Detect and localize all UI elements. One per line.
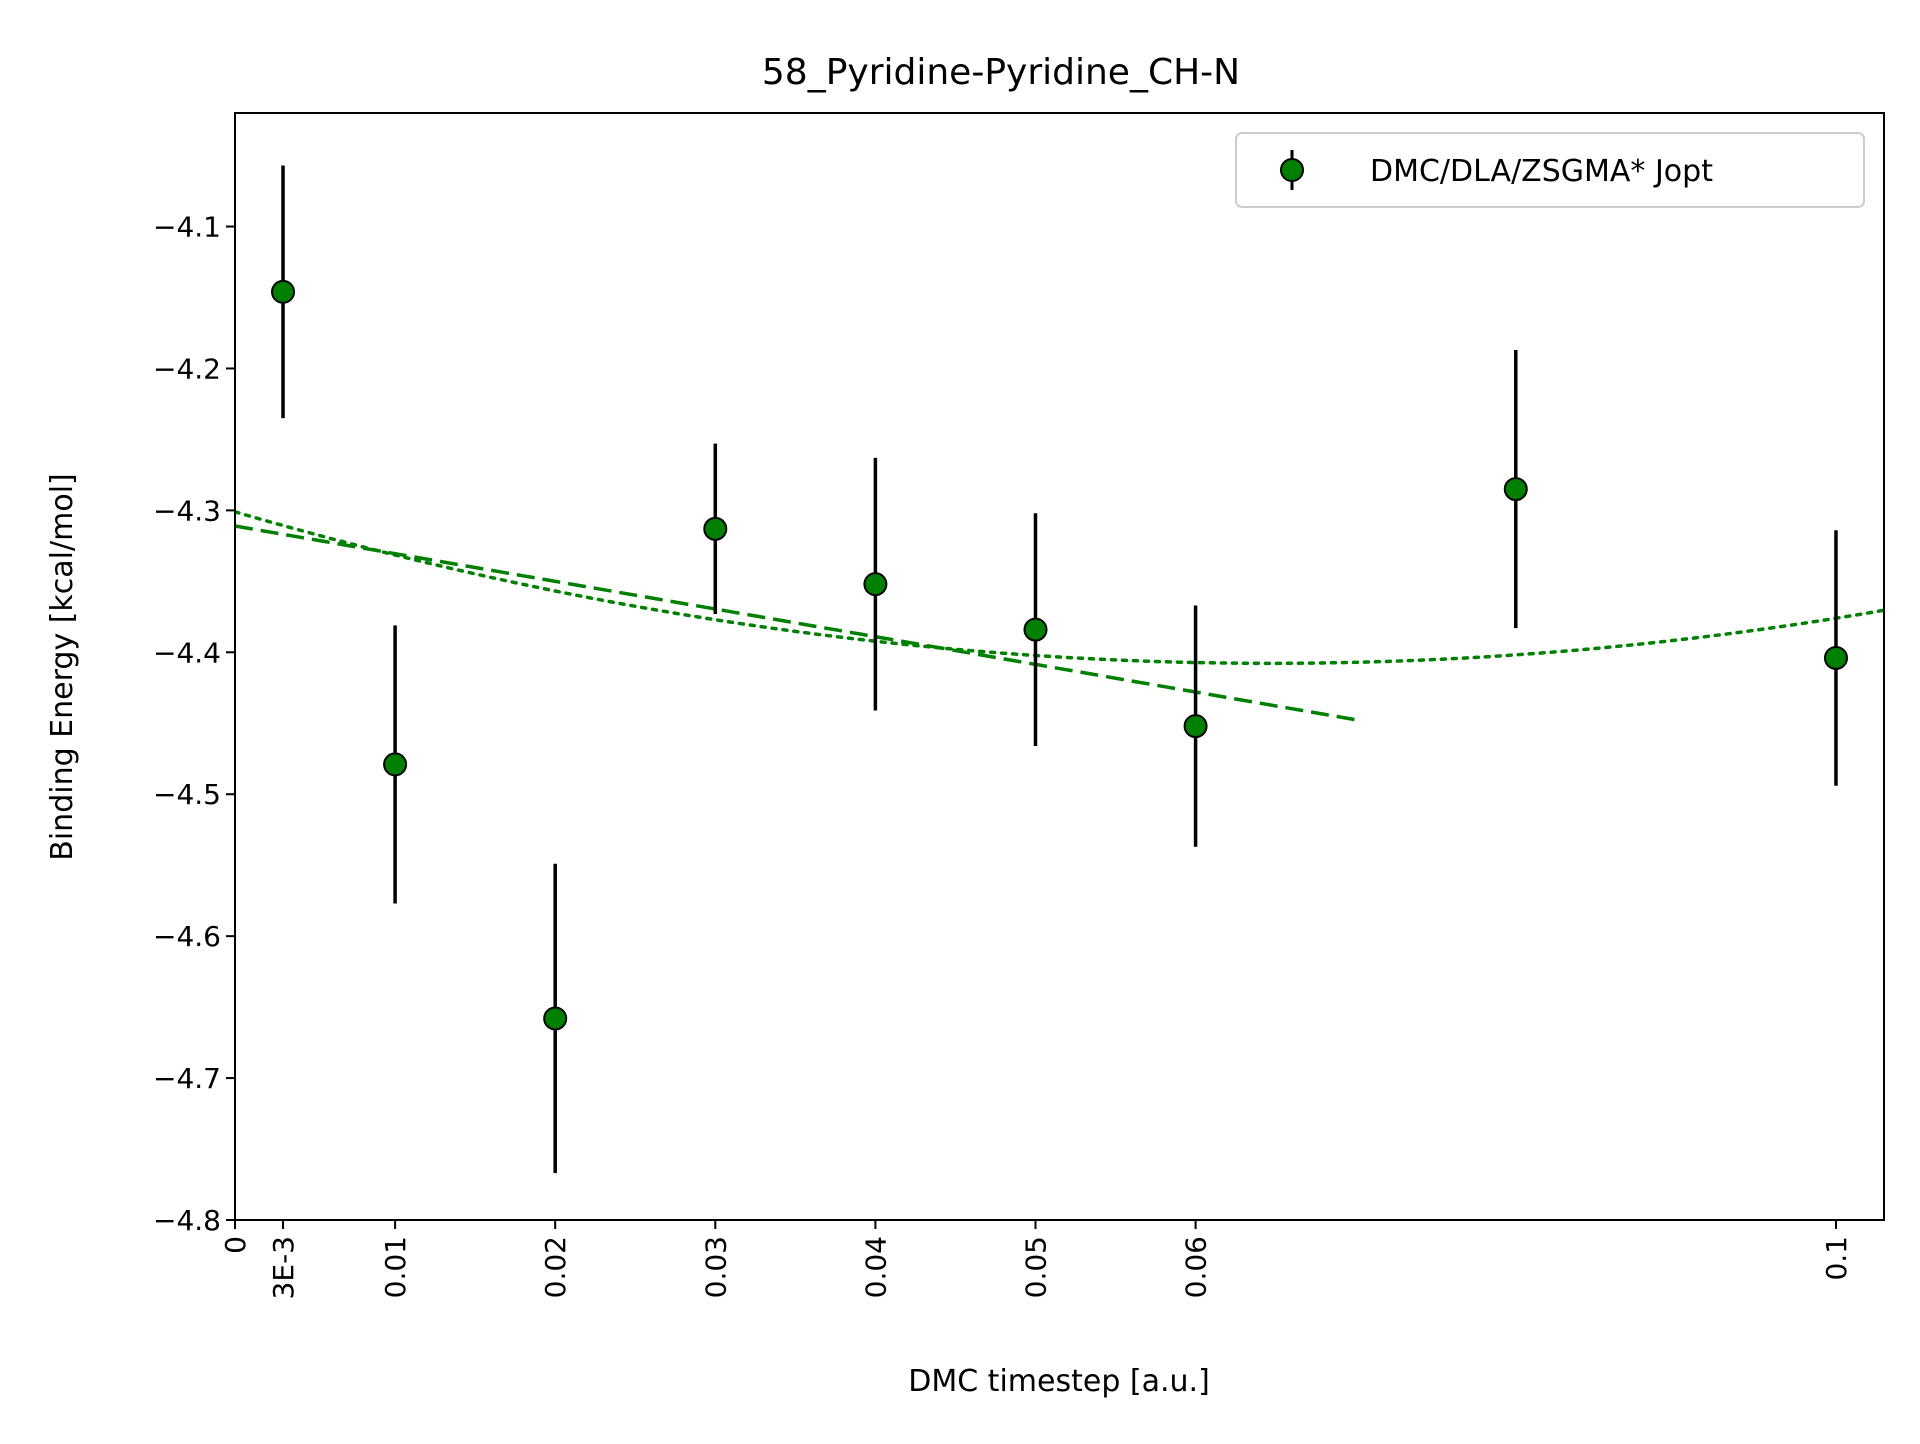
y-tick-label: −4.8 bbox=[153, 1204, 221, 1237]
data-point bbox=[543, 1006, 568, 1031]
plot-area: −4.1 −4.2 −4.3 −4.4 −4.5 −4.6 −4.7 −4.80 3E-3 0.0… bbox=[153, 165, 1884, 1299]
x-tick-label: 0.06 bbox=[1180, 1236, 1213, 1298]
data-point bbox=[1823, 645, 1848, 670]
data-point bbox=[703, 516, 728, 541]
x-tick-label: 0 bbox=[219, 1236, 252, 1254]
x-tick-label: 0.01 bbox=[379, 1236, 412, 1298]
plot-frame bbox=[234, 112, 1885, 1221]
data-point bbox=[1503, 477, 1528, 502]
y-tick-label: −4.5 bbox=[153, 778, 221, 811]
data-point bbox=[1183, 714, 1208, 739]
legend-box bbox=[1235, 132, 1865, 208]
legend: DMC/DLA/ZSGMA* Jopt bbox=[1235, 132, 1865, 208]
x-tick-label: 3E-3 bbox=[267, 1236, 300, 1299]
y-axis-label: Binding Energy [kcal/mol] bbox=[45, 473, 80, 860]
x-tick-label: 0.1 bbox=[1820, 1236, 1853, 1281]
linear-fit-line bbox=[235, 524, 1356, 722]
x-tick-label: 0.05 bbox=[1019, 1236, 1052, 1298]
y-tick-label: −4.7 bbox=[153, 1062, 221, 1095]
legend-marker bbox=[1280, 158, 1304, 182]
y-tick-label: −4.4 bbox=[153, 636, 221, 669]
data-point bbox=[1023, 617, 1048, 642]
data-point bbox=[383, 752, 408, 777]
data-point bbox=[271, 279, 296, 304]
data-point bbox=[863, 572, 888, 597]
y-tick-label: −4.2 bbox=[153, 352, 221, 385]
y-tick-label: −4.3 bbox=[153, 494, 221, 527]
quadratic-fit-line bbox=[235, 510, 1884, 666]
legend-label: DMC/DLA/ZSGMA* Jopt bbox=[1370, 154, 1713, 189]
x-tick-label: 0.04 bbox=[859, 1236, 892, 1298]
x-tick-label: 0.03 bbox=[699, 1236, 732, 1298]
fit-curves bbox=[235, 510, 1884, 722]
x-axis-label: DMC timestep [a.u.] bbox=[908, 1364, 1210, 1399]
x-tick-label: 0.02 bbox=[539, 1236, 572, 1298]
y-tick-label: −4.6 bbox=[153, 920, 221, 953]
y-tick-label: −4.1 bbox=[153, 211, 221, 244]
chart-title: 58_Pyridine-Pyridine_CH-N bbox=[762, 52, 1240, 93]
